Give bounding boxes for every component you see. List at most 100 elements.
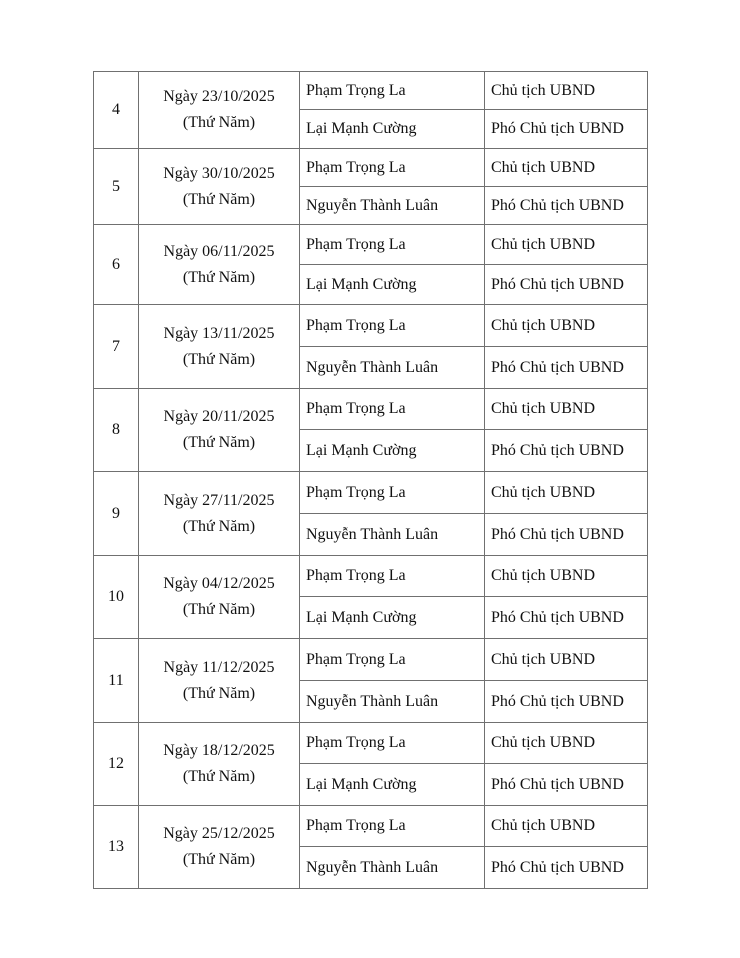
person-role: Phó Chủ tịch UBND <box>484 109 648 149</box>
date-text: Ngày 27/11/2025 <box>163 491 275 509</box>
table-row: 4 Ngày 23/10/2025 (Thứ Năm) Phạm Trọng La Ch… <box>93 71 648 149</box>
row-number: 10 <box>93 555 139 639</box>
date-cell: Ngày 25/12/2025 (Thứ Năm) <box>138 805 300 889</box>
weekday-text: (Thứ Năm) <box>182 517 256 535</box>
date-text: Ngày 11/12/2025 <box>163 658 275 676</box>
table-row: Lại Mạnh Cường Phó Chủ tịch UBND <box>94 429 648 472</box>
row-number: 11 <box>93 638 139 723</box>
weekday-text: (Thứ Năm) <box>182 851 256 868</box>
table-row: Lại Mạnh Cường Phó Chủ tịch UBND <box>94 109 648 149</box>
date-text: Ngày 13/11/2025 <box>163 324 275 342</box>
person-name: Phạm Trọng La <box>299 224 485 265</box>
row-number: 7 <box>93 304 139 389</box>
person-role: Chủ tịch UBND <box>484 555 648 597</box>
date-text: Ngày 30/10/2025 <box>163 164 275 182</box>
table-row: 11 Ngày 11/12/2025 (Thứ Năm) Phạm Trọng La C… <box>93 638 648 723</box>
person-role: Phó Chủ tịch UBND <box>484 763 648 806</box>
table-row: Lại Mạnh Cường Phó Chủ tịch UBND <box>94 264 648 305</box>
weekday-text: (Thứ Năm) <box>182 601 256 618</box>
person-name: Phạm Trọng La <box>299 471 485 514</box>
person-name: Nguyễn Thành Luân <box>299 846 485 889</box>
person-role: Phó Chủ tịch UBND <box>484 513 648 556</box>
weekday-text: (Thứ Năm) <box>182 190 256 208</box>
table-row: 7 Ngày 13/11/2025 (Thứ Năm) Phạm Trọng La Ch… <box>93 304 648 389</box>
person-name: Nguyễn Thành Luân <box>299 346 485 389</box>
person-role: Chủ tịch UBND <box>484 71 648 110</box>
person-role: Chủ tịch UBND <box>484 304 648 347</box>
schedule-table: 4 Ngày 23/10/2025 (Thứ Năm) Phạm Trọng La Ch… <box>93 71 648 889</box>
row-number: 4 <box>93 71 139 149</box>
date-cell: Ngày 13/11/2025 (Thứ Năm) <box>138 304 300 389</box>
person-role: Phó Chủ tịch UBND <box>484 346 648 389</box>
date-cell: Ngày 20/11/2025 (Thứ Năm) <box>138 388 300 472</box>
table-row: 6 Ngày 06/11/2025 (Thứ Năm) Phạm Trọng La Ch… <box>93 224 648 305</box>
person-name: Lại Mạnh Cường <box>299 596 485 639</box>
person-role: Chủ tịch UBND <box>484 388 648 430</box>
person-role: Phó Chủ tịch UBND <box>484 596 648 639</box>
row-number: 12 <box>93 722 139 806</box>
person-role: Chủ tịch UBND <box>484 471 648 514</box>
date-cell: Ngày 06/11/2025 (Thứ Năm) <box>138 224 300 305</box>
person-name: Phạm Trọng La <box>299 388 485 430</box>
person-role: Chủ tịch UBND <box>484 224 648 265</box>
person-role: Phó Chủ tịch UBND <box>484 186 648 225</box>
person-name: Lại Mạnh Cường <box>299 109 485 149</box>
table-row: Lại Mạnh Cường Phó Chủ tịch UBND <box>94 763 648 806</box>
person-name: Lại Mạnh Cường <box>299 429 485 472</box>
weekday-text: (Thứ Năm) <box>182 350 256 368</box>
person-name: Phạm Trọng La <box>299 148 485 187</box>
date-cell: Ngày 27/11/2025 (Thứ Năm) <box>138 471 300 556</box>
date-text: Ngày 06/11/2025 <box>163 242 275 260</box>
table-row: 9 Ngày 27/11/2025 (Thứ Năm) Phạm Trọng La Ch… <box>93 471 648 556</box>
table-row: 8 Ngày 20/11/2025 (Thứ Năm) Phạm Trọng La Ch… <box>93 388 648 472</box>
row-number: 5 <box>93 148 139 225</box>
table-row: 10 Ngày 04/12/2025 (Thứ Năm) Phạm Trọng La C… <box>93 555 648 639</box>
table-row: 5 Ngày 30/10/2025 (Thứ Năm) Phạm Trọng La Ch… <box>93 148 648 225</box>
date-text: Ngày 18/12/2025 <box>163 742 275 759</box>
table-row: Nguyễn Thành Luân Phó Chủ tịch UBND <box>94 186 648 225</box>
person-role: Chủ tịch UBND <box>484 148 648 187</box>
person-role: Chủ tịch UBND <box>484 722 648 764</box>
weekday-text: (Thứ Năm) <box>182 684 256 702</box>
row-number: 6 <box>93 224 139 305</box>
table-row: Nguyễn Thành Luân Phó Chủ tịch UBND <box>94 680 648 723</box>
row-number: 13 <box>93 805 139 889</box>
weekday-text: (Thứ Năm) <box>182 434 256 451</box>
row-number: 9 <box>93 471 139 556</box>
table-row: Nguyễn Thành Luân Phó Chủ tịch UBND <box>94 346 648 389</box>
date-text: Ngày 25/12/2025 <box>163 825 275 842</box>
date-cell: Ngày 11/12/2025 (Thứ Năm) <box>138 638 300 723</box>
person-name: Lại Mạnh Cường <box>299 264 485 305</box>
person-role: Phó Chủ tịch UBND <box>484 429 648 472</box>
person-name: Phạm Trọng La <box>299 555 485 597</box>
person-role: Phó Chủ tịch UBND <box>484 264 648 305</box>
weekday-text: (Thứ Năm) <box>182 768 256 785</box>
date-cell: Ngày 04/12/2025 (Thứ Năm) <box>138 555 300 639</box>
person-role: Chủ tịch UBND <box>484 805 648 847</box>
weekday-text: (Thứ Năm) <box>182 114 256 131</box>
table-row: 13 Ngày 25/12/2025 (Thứ Năm) Phạm Trọng La C… <box>93 805 648 889</box>
date-text: Ngày 04/12/2025 <box>163 575 275 592</box>
table-row: Nguyễn Thành Luân Phó Chủ tịch UBND <box>94 846 648 889</box>
person-name: Phạm Trọng La <box>299 71 485 110</box>
row-number: 8 <box>93 388 139 472</box>
person-name: Phạm Trọng La <box>299 722 485 764</box>
person-name: Phạm Trọng La <box>299 304 485 347</box>
weekday-text: (Thứ Năm) <box>182 268 256 286</box>
date-cell: Ngày 30/10/2025 (Thứ Năm) <box>138 148 300 225</box>
person-name: Phạm Trọng La <box>299 805 485 847</box>
person-name: Nguyễn Thành Luân <box>299 680 485 723</box>
person-name: Phạm Trọng La <box>299 638 485 681</box>
table-row: Lại Mạnh Cường Phó Chủ tịch UBND <box>94 596 648 639</box>
person-role: Phó Chủ tịch UBND <box>484 846 648 889</box>
person-role: Chủ tịch UBND <box>484 638 648 681</box>
person-name: Nguyễn Thành Luân <box>299 186 485 225</box>
table-row: Nguyễn Thành Luân Phó Chủ tịch UBND <box>94 513 648 556</box>
person-name: Nguyễn Thành Luân <box>299 513 485 556</box>
date-cell: Ngày 18/12/2025 (Thứ Năm) <box>138 722 300 806</box>
person-role: Phó Chủ tịch UBND <box>484 680 648 723</box>
table-row: 12 Ngày 18/12/2025 (Thứ Năm) Phạm Trọng La C… <box>93 722 648 806</box>
person-name: Lại Mạnh Cường <box>299 763 485 806</box>
date-text: Ngày 20/11/2025 <box>163 408 275 425</box>
date-cell: Ngày 23/10/2025 (Thứ Năm) <box>138 71 300 149</box>
